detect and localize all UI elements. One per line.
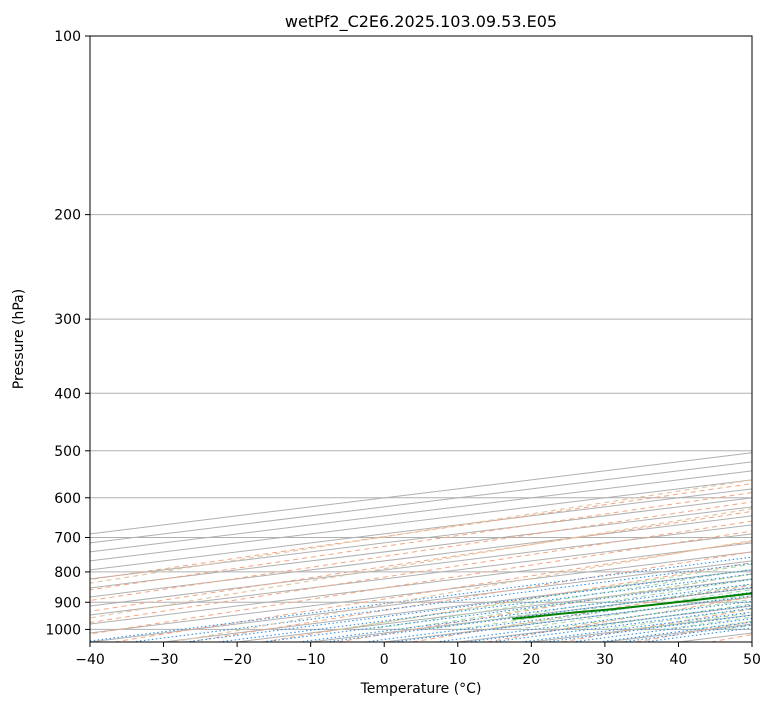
x-tick-label: 20: [522, 652, 540, 668]
x-axis-label: Temperature (°C): [360, 681, 482, 697]
isotherm-line: [90, 524, 752, 607]
y-tick-label: 300: [54, 312, 81, 328]
isotherm-line: [90, 560, 752, 642]
moist-adiabat-line: [398, 573, 752, 630]
dry-adiabat-line: [90, 530, 752, 635]
isotherm-line: [90, 479, 752, 562]
moist-adiabat-line: [722, 624, 752, 630]
moist-adiabat-line: [751, 628, 752, 630]
isotherm-line: [90, 533, 752, 616]
x-tick-label: −20: [222, 652, 252, 668]
dry-adiabat-line: [90, 520, 752, 624]
y-tick-label: 1000: [45, 622, 81, 638]
isotherm-line: [751, 641, 752, 642]
isotherm-line: [310, 587, 752, 642]
mixing-ratio-line: [644, 627, 752, 642]
y-tick-label: 100: [54, 29, 81, 45]
mixing-ratio-line: [325, 586, 752, 642]
isotherm-line: [384, 596, 752, 642]
mixing-ratio-line: [298, 583, 752, 642]
moist-adiabat-line: [575, 603, 752, 630]
x-tick-label: 50: [743, 652, 761, 668]
x-tick-label: −10: [296, 652, 326, 668]
y-axis-label: Pressure (hPa): [11, 289, 27, 389]
isotherm-line: [90, 551, 752, 634]
chart-title: wetPf2_C2E6.2025.103.09.53.E05: [285, 12, 557, 32]
dry-adiabat-line: [90, 501, 752, 601]
x-tick-label: 10: [449, 652, 467, 668]
y-tick-label: 900: [54, 595, 81, 611]
axes: −40 −30 −20 −10 0 10 20 30 40 50 100 200 300 400 500 60…: [45, 29, 761, 668]
y-tick-label: 600: [54, 491, 81, 507]
mixing-ratio-line: [364, 591, 752, 642]
dry-adiabat-line: [90, 483, 752, 581]
dry-adiabat-line: [263, 562, 752, 642]
moist-adiabat-line: [486, 589, 752, 630]
y-tick-label: 500: [54, 444, 81, 460]
x-tick-label: 0: [380, 652, 389, 668]
background-lines: [90, 36, 752, 642]
moist-adiabat-line: [339, 563, 752, 630]
reference-curve: [90, 479, 752, 584]
x-tick-label: −40: [75, 652, 105, 668]
isotherm-line: [90, 497, 752, 580]
x-tick-label: 40: [669, 652, 687, 668]
isotherm-line: [678, 632, 752, 642]
plot-frame: [89, 35, 753, 643]
dry-adiabat-line: [486, 596, 752, 642]
isotherm-line: [90, 506, 752, 589]
isotherm-line: [90, 515, 752, 598]
dry-adiabat-line: [412, 584, 752, 642]
moist-adiabat-line: [545, 598, 752, 630]
dry-adiabat-line: [188, 551, 752, 642]
x-tick-label: −30: [149, 652, 179, 668]
moist-adiabat-line: [457, 583, 752, 630]
isotherm-line: [90, 470, 752, 553]
isotherm-line: [90, 461, 752, 544]
y-tick-label: 800: [54, 565, 81, 581]
mixing-ratio-line: [393, 595, 752, 642]
moist-adiabat-line: [692, 620, 752, 630]
dry-adiabat-line: [636, 621, 752, 642]
isotherm-line: [531, 614, 752, 642]
x-tick-label: 30: [596, 652, 614, 668]
y-tick-label: 400: [54, 386, 81, 402]
y-tick-label: 700: [54, 531, 81, 547]
moist-adiabat-line: [663, 616, 752, 630]
dry-adiabat-line: [114, 540, 752, 642]
dry-adiabat-line: [710, 634, 752, 642]
isotherm-line: [457, 605, 752, 642]
dry-adiabat-line: [561, 608, 752, 642]
y-tick-label: 200: [54, 208, 81, 224]
isotherm-line: [90, 488, 752, 571]
moist-adiabat-line: [369, 568, 752, 630]
